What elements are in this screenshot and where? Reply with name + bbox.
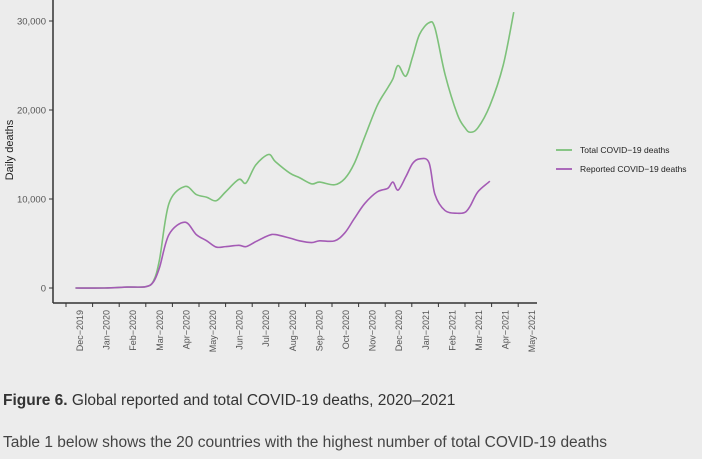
x-tick-label: Aug−2020: [288, 310, 298, 351]
y-tick-label: 30,000: [17, 17, 46, 28]
x-tick-label: Nov−2020: [368, 310, 378, 351]
y-tick-label: 10,000: [17, 195, 46, 206]
x-tick-label: Dec−2019: [75, 310, 85, 351]
x-tick-label: Apr−2020: [181, 310, 191, 349]
y-tick-label: 0: [41, 284, 46, 295]
series-lines: [75, 11, 515, 289]
figure-caption: Figure 6. Global reported and total COVI…: [3, 392, 455, 410]
x-tick-label: May−2020: [208, 310, 218, 352]
line-chart: 0 10,000 20,000 30,000 Dec−2019 Jan−2020 Feb−…: [4, 0, 687, 352]
x-axis: Dec−2019 Jan−2020 Feb−2020 Mar−2020 Apr−2020…: [53, 302, 537, 352]
figure-label: Figure 6.: [3, 392, 68, 409]
legend-label: Total COVID−19 deaths: [580, 145, 670, 155]
x-tick-label: Mar−2021: [474, 310, 484, 351]
y-tick-label: 20,000: [17, 106, 46, 117]
x-tick-label: May−2021: [527, 310, 537, 352]
x-tick-label: Mar−2020: [155, 310, 165, 351]
series-line-reported: [75, 157, 491, 289]
x-tick-label: Jul−2020: [261, 310, 271, 347]
x-tick-label: Jan−2021: [421, 310, 431, 350]
x-tick-label: Jun−2020: [235, 310, 245, 350]
legend-label: Reported COVID−19 deaths: [580, 164, 687, 174]
x-tick-label: Oct−2020: [341, 310, 351, 349]
x-tick-label: Jan−2020: [102, 310, 112, 350]
figure-caption-text: Global reported and total COVID-19 death…: [67, 392, 456, 409]
series-line-total: [75, 11, 515, 289]
x-tick-label: Feb−2021: [447, 310, 457, 351]
y-axis: 0 10,000 20,000 30,000: [17, 0, 54, 303]
y-axis-label: Daily deaths: [4, 119, 16, 180]
legend: Total COVID−19 deaths Reported COVID−19 d…: [556, 145, 687, 174]
x-tick-label: Sep−2020: [314, 310, 324, 351]
x-tick-label: Feb−2020: [128, 310, 138, 351]
body-paragraph: Table 1 below shows the 20 countries wit…: [3, 434, 607, 451]
x-tick-label: Apr−2021: [501, 310, 511, 349]
x-tick-label: Dec−2020: [394, 310, 404, 351]
